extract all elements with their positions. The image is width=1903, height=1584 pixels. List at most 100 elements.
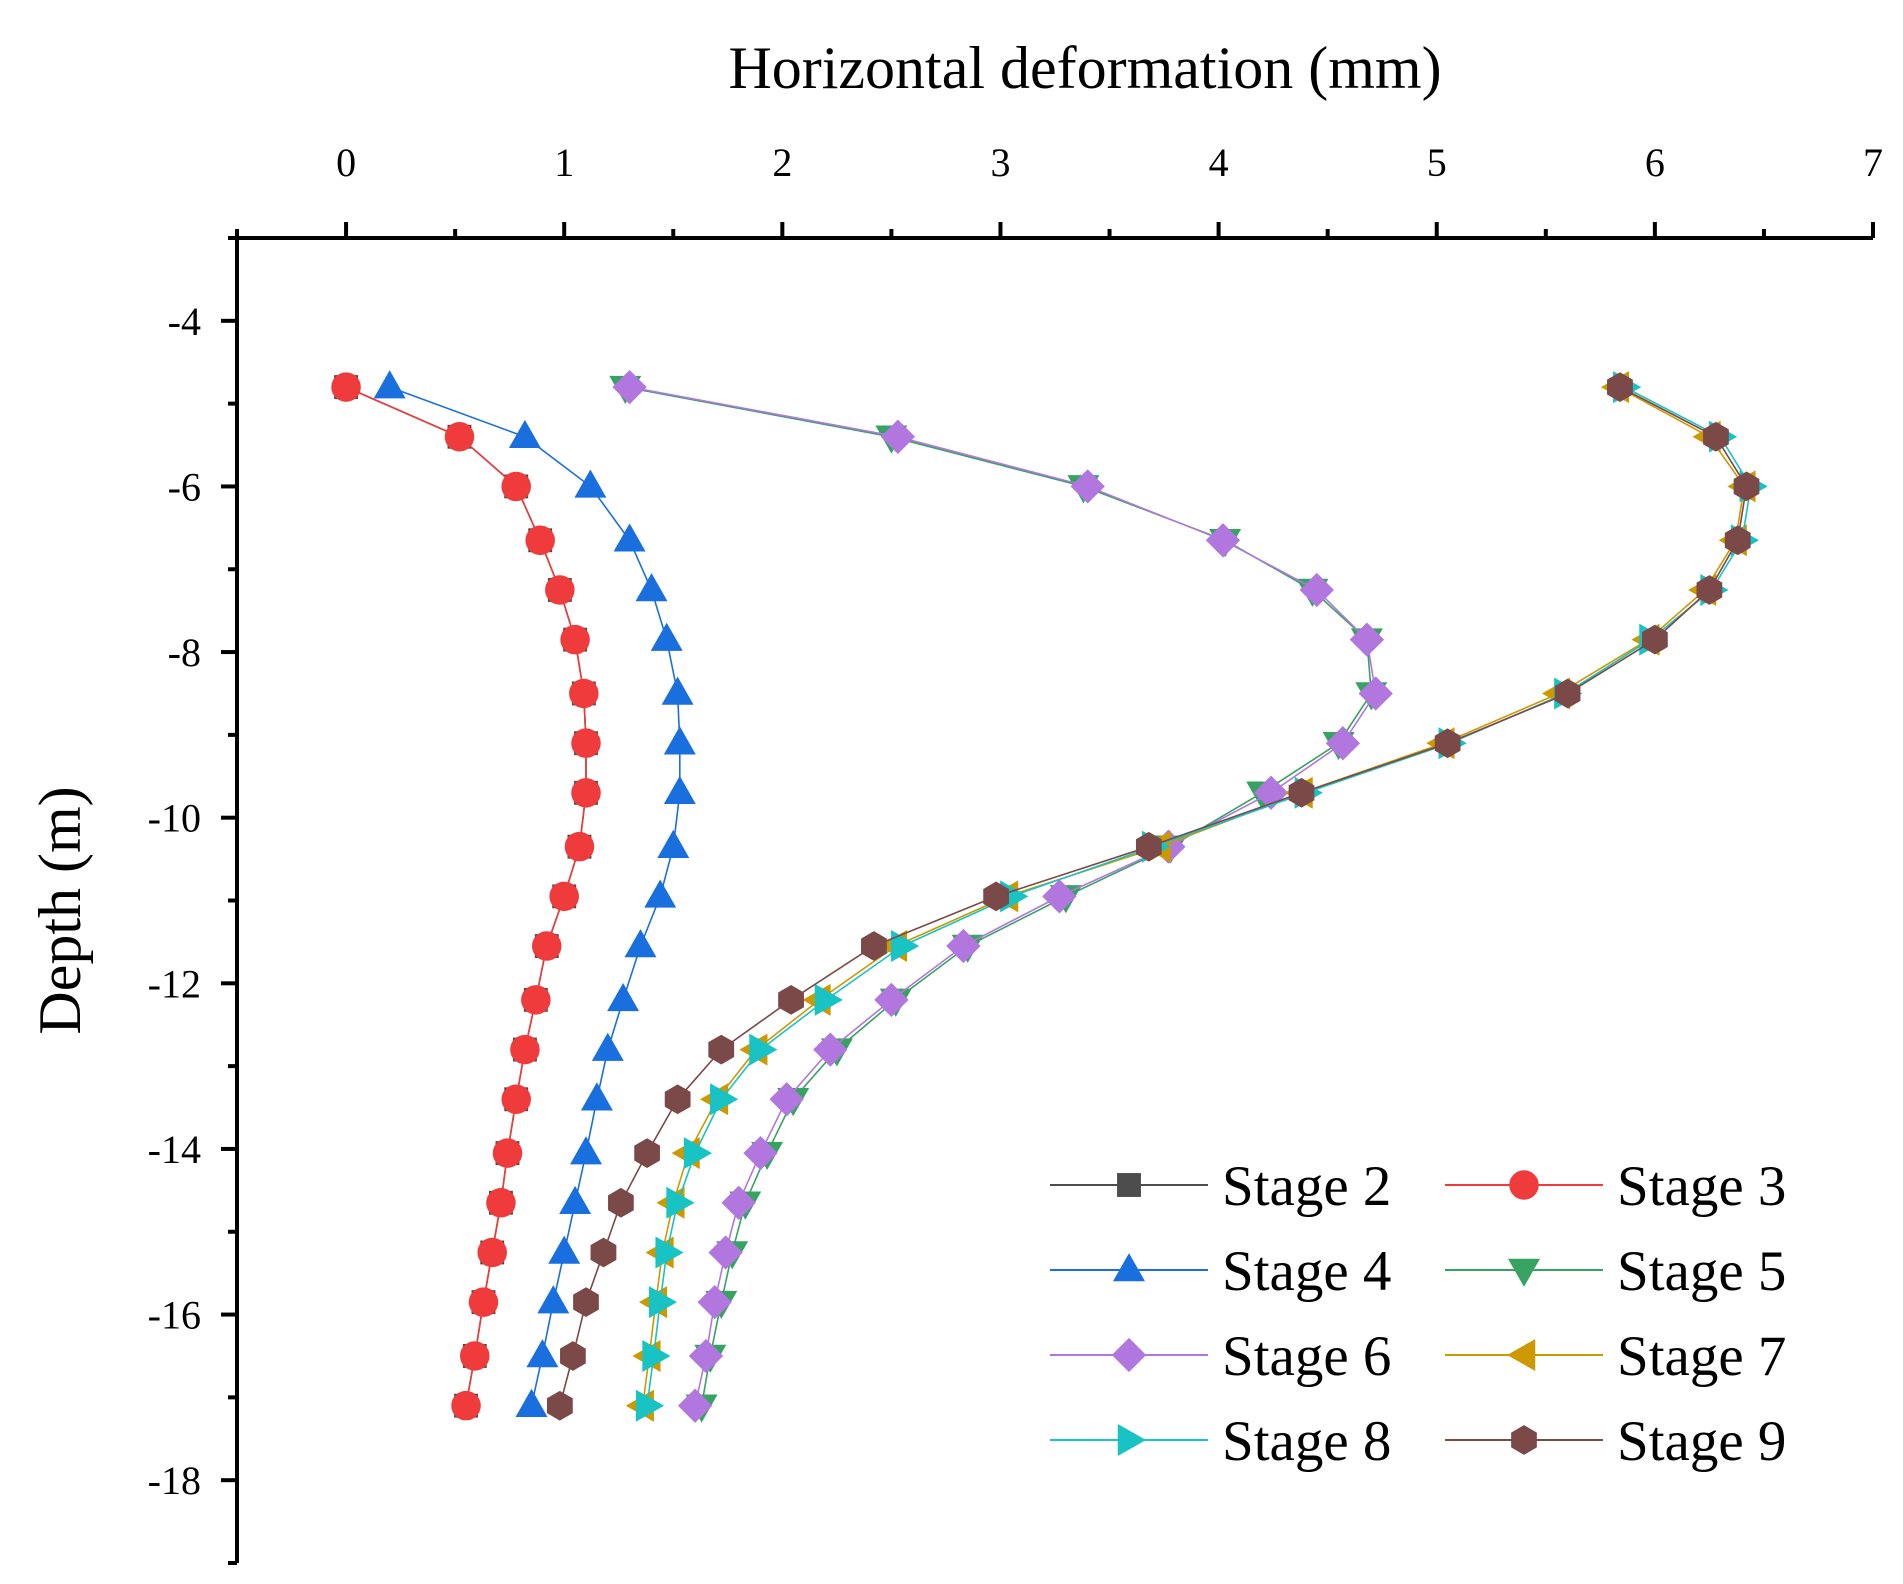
series-stage-4 (373, 370, 696, 1417)
data-point (1641, 624, 1668, 655)
data-point (559, 1185, 592, 1215)
legend-item: Stage 3 (1445, 1155, 1786, 1218)
data-point (537, 1285, 570, 1314)
y-tick-label: -8 (168, 630, 201, 675)
data-point (666, 1186, 695, 1219)
data-point (549, 881, 579, 912)
data-point (880, 419, 916, 454)
data-point (1349, 622, 1385, 657)
data-point (451, 1390, 481, 1421)
data-point (590, 1237, 617, 1268)
data-point (769, 1082, 804, 1117)
data-point (861, 931, 887, 961)
data-point (515, 1388, 548, 1417)
data-point (874, 982, 909, 1018)
series-line (641, 386, 1746, 1406)
data-point (813, 1032, 848, 1067)
data-point (1434, 728, 1461, 759)
data-point (560, 624, 590, 655)
legend-marker (1507, 1339, 1536, 1371)
data-point (635, 1389, 665, 1422)
data-point (642, 1340, 671, 1372)
data-point (650, 622, 683, 651)
legend-label: Stage 4 (1222, 1240, 1391, 1303)
y-tick-label: -14 (148, 1127, 201, 1172)
data-point (525, 525, 555, 556)
data-point (1733, 471, 1760, 502)
data-point (477, 1237, 507, 1268)
data-point (1042, 879, 1077, 914)
data-point (657, 829, 690, 858)
data-point (444, 422, 475, 452)
data-point (677, 1388, 713, 1423)
data-point (743, 1135, 778, 1171)
data-point (373, 370, 406, 399)
data-point (708, 1235, 743, 1270)
data-point (655, 1236, 684, 1269)
legend-label: Stage 9 (1617, 1410, 1786, 1473)
data-point (1696, 575, 1723, 605)
data-point (1703, 421, 1729, 452)
legend-label: Stage 6 (1222, 1325, 1391, 1388)
legend-marker (1117, 1424, 1146, 1456)
data-point (1070, 469, 1105, 504)
data-point (460, 1341, 490, 1371)
data-point (634, 1138, 660, 1168)
data-point (531, 931, 562, 961)
y-tick-label: -16 (148, 1293, 201, 1338)
legend-label: Stage 3 (1617, 1155, 1786, 1218)
legend-marker (1511, 1425, 1537, 1455)
series-stage-8 (635, 371, 1768, 1422)
legend-item: Stage 4 (1050, 1240, 1391, 1303)
data-point (664, 1084, 691, 1115)
data-point (688, 1338, 724, 1374)
legend-label: Stage 7 (1617, 1325, 1786, 1388)
legend-marker (1508, 1258, 1540, 1287)
data-point (697, 1284, 732, 1320)
legend: Stage 2 Stage 3 Stage 4 Stage 5 Stage 6 Stage… (1050, 1155, 1786, 1473)
data-point (501, 1084, 531, 1114)
data-point (526, 1339, 559, 1368)
x-tick-label: 6 (1645, 140, 1665, 185)
data-point (571, 728, 601, 758)
data-point (778, 985, 804, 1015)
data-point (635, 573, 668, 602)
data-point (486, 1188, 516, 1218)
x-tick-label: 7 (1863, 140, 1883, 185)
data-point (663, 775, 696, 805)
data-point (721, 1185, 756, 1220)
axes: 0 1 2 3 4 5 6 7 -4 -6 -8 -10 -12 -14 -16 -18 (148, 140, 1883, 1565)
data-point (612, 369, 647, 405)
data-point (1554, 678, 1581, 709)
legend-marker (1113, 1253, 1145, 1282)
data-point (1288, 777, 1315, 808)
y-tick-label: -12 (148, 961, 201, 1006)
y-tick-label: -6 (168, 464, 201, 509)
data-point (569, 678, 599, 709)
data-point (545, 575, 575, 605)
data-point (560, 1341, 586, 1371)
x-tick-label: 0 (336, 140, 356, 185)
data-point (580, 1082, 613, 1111)
data-point (1299, 572, 1334, 608)
series-stage-6 (612, 369, 1393, 1423)
legend-label: Stage 8 (1222, 1410, 1391, 1473)
series-stage-9 (546, 372, 1760, 1421)
x-tick-label: 1 (554, 140, 574, 185)
y-axis-title: Depth (m) (27, 786, 93, 1034)
x-axis-title: Horizontal deformation (mm) (728, 35, 1441, 101)
data-point (1253, 775, 1289, 810)
x-tick-label: 2 (772, 140, 792, 185)
data-point (663, 726, 696, 755)
data-point (570, 1136, 602, 1165)
data-point (983, 881, 1009, 912)
legend-marker (1509, 1170, 1539, 1200)
data-point (501, 471, 531, 502)
data-point (1607, 372, 1633, 402)
y-tick-label: -10 (148, 796, 201, 841)
data-point (1135, 831, 1162, 862)
data-point (683, 1137, 713, 1170)
data-point (521, 985, 551, 1015)
data-point (546, 1390, 573, 1421)
legend-marker (1117, 1173, 1141, 1197)
